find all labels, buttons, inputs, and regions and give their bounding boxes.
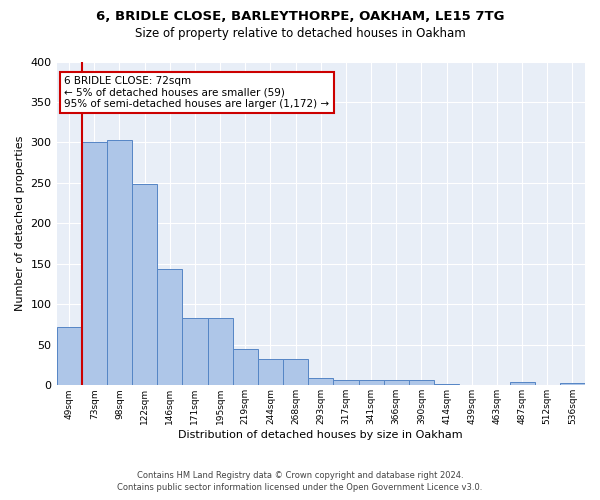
Bar xyxy=(56,327,82,386)
Bar xyxy=(132,184,157,386)
Bar xyxy=(409,380,434,386)
Bar xyxy=(560,383,585,386)
Bar xyxy=(258,360,283,386)
Bar xyxy=(308,378,334,386)
Bar xyxy=(82,142,107,386)
Bar xyxy=(383,380,409,386)
Bar xyxy=(107,140,132,386)
Text: Size of property relative to detached houses in Oakham: Size of property relative to detached ho… xyxy=(134,28,466,40)
Bar xyxy=(157,268,182,386)
X-axis label: Distribution of detached houses by size in Oakham: Distribution of detached houses by size … xyxy=(178,430,463,440)
Text: Contains HM Land Registry data © Crown copyright and database right 2024.
Contai: Contains HM Land Registry data © Crown c… xyxy=(118,471,482,492)
Bar xyxy=(434,384,459,386)
Bar xyxy=(233,349,258,386)
Bar xyxy=(182,318,208,386)
Text: 6 BRIDLE CLOSE: 72sqm
← 5% of detached houses are smaller (59)
95% of semi-detac: 6 BRIDLE CLOSE: 72sqm ← 5% of detached h… xyxy=(64,76,329,110)
Text: 6, BRIDLE CLOSE, BARLEYTHORPE, OAKHAM, LE15 7TG: 6, BRIDLE CLOSE, BARLEYTHORPE, OAKHAM, L… xyxy=(96,10,504,23)
Bar xyxy=(208,318,233,386)
Bar xyxy=(509,382,535,386)
Bar xyxy=(334,380,359,386)
Y-axis label: Number of detached properties: Number of detached properties xyxy=(15,136,25,311)
Bar xyxy=(283,360,308,386)
Bar xyxy=(359,380,383,386)
